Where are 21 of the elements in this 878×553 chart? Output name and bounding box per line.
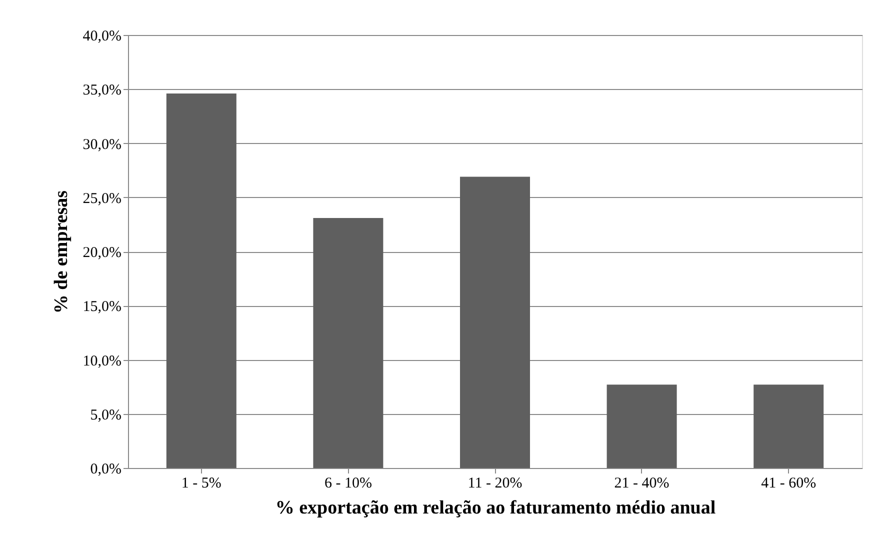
y-axis-title: % de empresas [50,190,72,314]
bar [460,176,530,468]
y-tick-label: 5,0% [90,407,122,424]
y-tick-label: 0,0% [90,462,122,478]
x-tick-label: 6 - 10% [324,476,372,492]
x-axis-title: % exportação em relação ao faturamento médio anual [275,498,716,518]
y-tick-label: 15,0% [82,299,122,316]
bar [754,384,824,468]
y-tick-label: 30,0% [82,136,122,153]
x-tick-label: 41 - 60% [761,476,816,492]
y-tick-label: 20,0% [82,245,122,261]
y-tick-label: 35,0% [82,82,122,99]
bar [313,218,384,468]
x-tick-label: 1 - 5% [181,476,222,492]
y-tick-label: 10,0% [82,353,122,370]
x-tick-label: 11 - 20% [468,476,522,492]
y-tick-label: 40,0% [82,28,122,44]
x-tick-label: 21 - 40% [614,476,670,492]
bar [166,93,236,468]
y-tick-label: 25,0% [82,190,122,207]
bar [606,384,677,468]
